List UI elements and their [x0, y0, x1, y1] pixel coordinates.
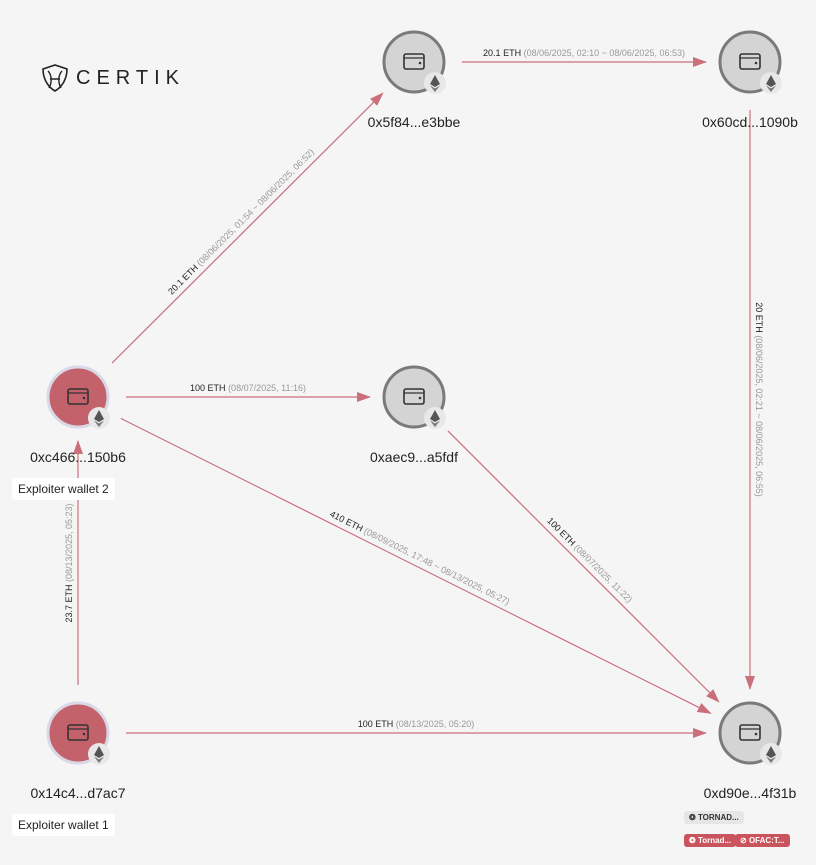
badge-text: TORNAD... — [697, 813, 739, 822]
edge-amount: 20 ETH — [754, 302, 764, 333]
ethereum-icon — [760, 72, 782, 94]
edge-A-B[interactable]: 20.1 ETH (08/06/2025, 02:10 ~ 08/06/2025… — [462, 48, 707, 67]
node-address[interactable]: 0xd90e...4f31b — [703, 785, 797, 801]
edge-amount: 23.7 ETH — [64, 585, 74, 623]
edge-amount: 100 ETH — [545, 516, 577, 548]
edge-D-F[interactable]: 100 ETH (08/07/2025, 11:22) — [447, 430, 720, 703]
node-address[interactable]: 0xc466...150b6 — [30, 449, 126, 465]
node-E[interactable] — [46, 701, 110, 765]
node-B[interactable] — [718, 30, 782, 94]
badge-text: Tornad... — [697, 836, 732, 845]
edge-label: 23.7 ETH (08/13/2025, 05:23) — [64, 503, 74, 622]
wallet-icon — [403, 53, 425, 70]
edge-time: (08/13/2025, 05:23) — [64, 503, 74, 584]
edge-line[interactable] — [120, 417, 712, 714]
edge-label: 100 ETH (08/07/2025, 11:22) — [545, 516, 634, 605]
ethereum-icon — [760, 743, 782, 765]
edge-amount: 100 ETH — [358, 719, 394, 729]
node-A[interactable] — [382, 30, 446, 94]
certik-shield-icon — [42, 64, 68, 92]
node-F[interactable] — [718, 701, 782, 765]
edge-label: 20.1 ETH (08/06/2025, 02:10 ~ 08/06/2025… — [483, 48, 685, 58]
wallet-icon — [403, 388, 425, 405]
ban-icon: ⊘ — [740, 836, 749, 845]
tornado-icon: ❂ — [689, 813, 698, 822]
node-tag: Exploiter wallet 1 — [12, 814, 115, 836]
ethereum-icon — [88, 743, 110, 765]
node-tag: Exploiter wallet 2 — [12, 478, 115, 500]
edge-label: 410 ETH (08/09/2025, 17:48 ~ 08/13/2025,… — [328, 509, 511, 607]
ethereum-icon — [424, 407, 446, 429]
edge-B-F[interactable]: 20 ETH (08/06/2025, 02:21 ~ 08/06/2025, … — [745, 110, 764, 690]
logo-text: CERTIK — [76, 66, 185, 89]
edge-time: (08/09/2025, 17:48 ~ 08/13/2025, 05:27) — [360, 525, 511, 607]
edge-time: (08/06/2025, 02:10 ~ 08/06/2025, 06:53) — [521, 48, 685, 58]
certik-logo: CERTIK — [40, 63, 185, 93]
node-address[interactable]: 0x14c4...d7ac7 — [30, 785, 126, 801]
wallet-icon — [67, 724, 89, 741]
node-D[interactable] — [382, 365, 446, 429]
edge-label: 100 ETH (08/07/2025, 11:16) — [190, 383, 306, 393]
risk-badge[interactable]: ❂ Tornad... — [684, 834, 737, 847]
edge-amount: 100 ETH — [190, 383, 226, 393]
tornado-icon: ❂ — [689, 836, 698, 845]
node-address[interactable]: 0x5f84...e3bbe — [367, 114, 461, 130]
edge-line[interactable] — [111, 92, 384, 364]
edge-label: 20.1 ETH (08/06/2025, 01:54 ~ 08/06/2025… — [166, 147, 316, 297]
edge-time: (08/06/2025, 02:21 ~ 08/06/2025, 06:55) — [754, 333, 764, 497]
risk-badge[interactable]: ⊘ OFAC:T... — [735, 834, 790, 847]
wallet-icon — [739, 53, 761, 70]
edge-time: (08/06/2025, 01:54 ~ 08/06/2025, 06:52) — [193, 147, 316, 270]
edge-time: (08/07/2025, 11:22) — [570, 541, 634, 605]
ethereum-icon — [88, 407, 110, 429]
edge-time: (08/07/2025, 11:16) — [226, 383, 306, 393]
edge-E-F[interactable]: 100 ETH (08/13/2025, 05:20) — [126, 719, 707, 738]
edge-C-D[interactable]: 100 ETH (08/07/2025, 11:16) — [126, 383, 371, 402]
node-C[interactable] — [46, 365, 110, 429]
edge-label: 20 ETH (08/06/2025, 02:21 ~ 08/06/2025, … — [754, 302, 764, 496]
ethereum-icon — [424, 72, 446, 94]
edge-label: 100 ETH (08/13/2025, 05:20) — [358, 719, 475, 729]
edge-time: (08/13/2025, 05:20) — [393, 719, 474, 729]
badge-text: OFAC:T... — [748, 836, 785, 845]
node-address[interactable]: 0xaec9...a5fdf — [370, 449, 458, 465]
node-address[interactable]: 0x60cd...1090b — [702, 114, 798, 130]
edge-C-A[interactable]: 20.1 ETH (08/06/2025, 01:54 ~ 08/06/2025… — [111, 92, 384, 364]
wallet-icon — [67, 388, 89, 405]
wallet-icon — [739, 724, 761, 741]
edge-amount: 20.1 ETH — [483, 48, 521, 58]
edge-line[interactable] — [447, 430, 720, 703]
edge-amount: 410 ETH — [328, 509, 364, 534]
risk-badge[interactable]: ❂ TORNAD... — [684, 811, 744, 824]
